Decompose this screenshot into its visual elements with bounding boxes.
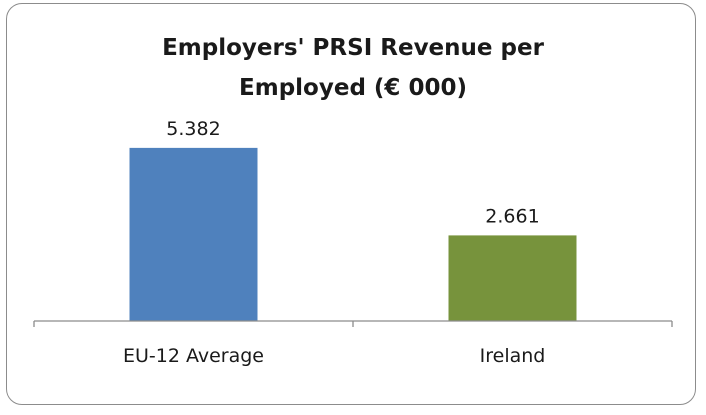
bar-ireland: [448, 235, 577, 321]
chart-title-line-2: Employed (€ 000): [239, 75, 467, 101]
data-label-eu-12-average: 5.382: [166, 118, 220, 140]
bar-eu-12-average: [129, 147, 258, 321]
x-tick-label-ireland: Ireland: [480, 345, 546, 367]
chart-frame: [6, 3, 696, 405]
chart-title-line-1: Employers' PRSI Revenue per: [162, 35, 544, 61]
data-label-ireland: 2.661: [485, 205, 539, 227]
x-tick-label-eu-12-average: EU-12 Average: [123, 345, 264, 367]
chart-title: Employers' PRSI Revenue per Employed (€ …: [0, 28, 706, 108]
